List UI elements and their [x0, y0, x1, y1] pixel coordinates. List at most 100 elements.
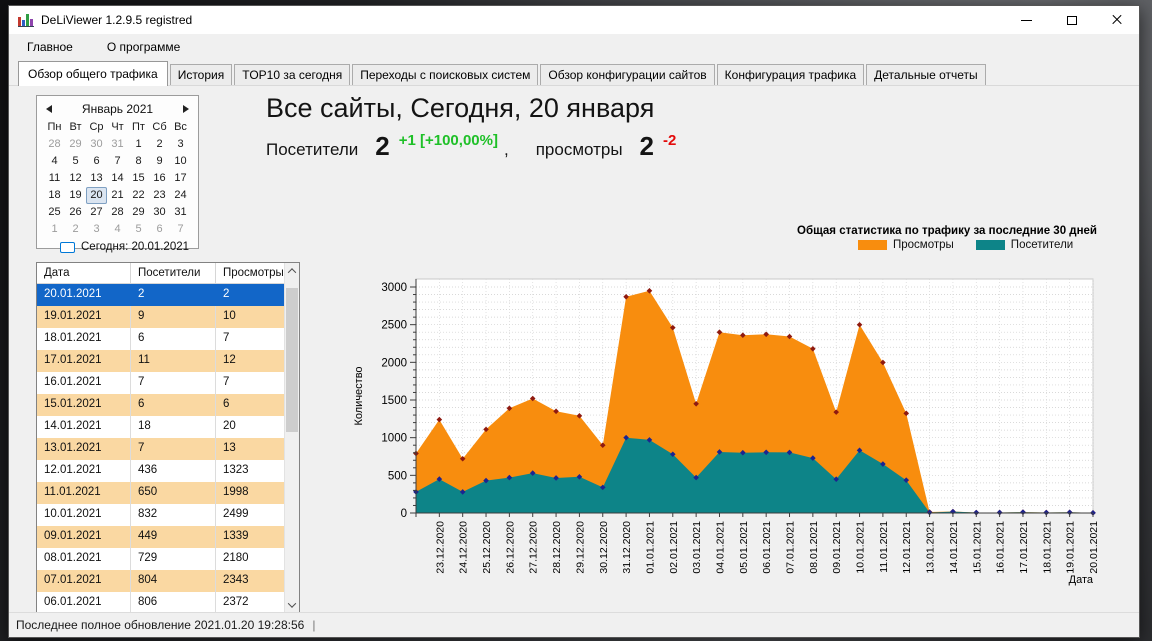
calendar-day[interactable]: 13 — [90, 172, 103, 184]
table-cell: 806 — [131, 592, 216, 613]
calendar-day[interactable]: 15 — [132, 172, 145, 184]
calendar-day-selected[interactable]: 20 — [86, 187, 107, 204]
x-tick-label: 06.01.2021 — [761, 521, 773, 574]
calendar-day[interactable]: 30 — [90, 138, 103, 150]
table-row[interactable]: 06.01.2021 806 2372 — [37, 592, 299, 613]
calendar-day[interactable]: 26 — [69, 206, 82, 218]
calendar-day[interactable]: 27 — [90, 206, 103, 218]
calendar-day[interactable]: 22 — [132, 189, 145, 201]
data-point-views — [483, 426, 489, 433]
calendar-day[interactable]: 24 — [174, 189, 187, 201]
calendar-day[interactable]: 5 — [135, 223, 142, 235]
calendar-day[interactable]: 31 — [174, 206, 187, 218]
prev-month-icon[interactable] — [46, 105, 52, 113]
table-row[interactable]: 16.01.2021 7 7 — [37, 372, 299, 394]
calendar-day[interactable]: 7 — [114, 155, 121, 167]
calendar-day[interactable]: 2 — [156, 138, 163, 150]
table-row[interactable]: 09.01.2021 449 1339 — [37, 526, 299, 548]
tab-traffic-config[interactable]: Конфигурация трафика — [716, 64, 865, 85]
calendar-day[interactable]: 7 — [177, 223, 184, 235]
table-row[interactable]: 14.01.2021 18 20 — [37, 416, 299, 438]
calendar-day[interactable]: 28 — [48, 138, 61, 150]
calendar-day[interactable]: 1 — [135, 138, 142, 150]
table-cell: 449 — [131, 526, 216, 548]
calendar-day[interactable]: 19 — [69, 189, 82, 201]
menu-item-about[interactable]: О программе — [106, 40, 181, 54]
table-row[interactable]: 19.01.2021 9 10 — [37, 306, 299, 328]
tab-traffic-overview[interactable]: Обзор общего трафика — [18, 61, 168, 86]
calendar-day[interactable]: 10 — [174, 155, 187, 167]
maximize-button[interactable] — [1049, 6, 1094, 34]
tab-history[interactable]: История — [169, 64, 233, 85]
calendar-day[interactable]: 3 — [177, 138, 184, 150]
calendar-day[interactable]: 2 — [72, 223, 79, 235]
x-tick-label: 27.12.2020 — [528, 521, 540, 574]
calendar-today-row[interactable]: Сегодня: 20.01.2021 — [37, 241, 198, 253]
table-cell: 16.01.2021 — [37, 372, 131, 394]
tab-search-referrals[interactable]: Переходы с поисковых систем — [352, 64, 539, 85]
scroll-down-button[interactable] — [285, 597, 299, 613]
table-row[interactable]: 07.01.2021 804 2343 — [37, 570, 299, 592]
calendar-day[interactable]: 14 — [111, 172, 124, 184]
calendar-day[interactable]: 12 — [69, 172, 82, 184]
menu-item-main[interactable]: Главное — [27, 40, 73, 54]
table-row[interactable]: 17.01.2021 11 12 — [37, 350, 299, 372]
next-month-icon[interactable] — [183, 105, 189, 113]
table-cell: 07.01.2021 — [37, 570, 131, 592]
table-row[interactable]: 18.01.2021 6 7 — [37, 328, 299, 350]
scrollbar-thumb[interactable] — [286, 288, 298, 432]
data-point-visitors — [926, 509, 933, 516]
calendar-day[interactable]: 6 — [156, 223, 163, 235]
calendar-day[interactable]: 9 — [156, 155, 163, 167]
column-header[interactable]: Дата — [37, 263, 131, 284]
calendar-day[interactable]: 17 — [174, 172, 187, 184]
calendar-day[interactable]: 1 — [51, 223, 58, 235]
y-tick-label: 1500 — [381, 395, 407, 407]
tab-detailed-reports[interactable]: Детальные отчеты — [866, 64, 986, 85]
table-row[interactable]: 11.01.2021 650 1998 — [37, 482, 299, 504]
calendar-day[interactable]: 6 — [93, 155, 100, 167]
minimize-icon — [1021, 19, 1032, 21]
table-row[interactable]: 10.01.2021 832 2499 — [37, 504, 299, 526]
table-scrollbar[interactable] — [284, 263, 299, 613]
calendar-day[interactable]: 29 — [132, 206, 145, 218]
table-row[interactable]: 15.01.2021 6 6 — [37, 394, 299, 416]
x-tick-label: 23.12.2020 — [434, 521, 446, 574]
calendar-day[interactable]: 25 — [48, 206, 61, 218]
minimize-button[interactable] — [1004, 6, 1049, 34]
calendar-day[interactable]: 31 — [111, 138, 124, 150]
table-row[interactable]: 20.01.2021 2 2 — [37, 284, 299, 306]
calendar-day[interactable]: 3 — [93, 223, 100, 235]
calendar-day[interactable]: 28 — [111, 206, 124, 218]
calendar-day[interactable]: 4 — [51, 155, 58, 167]
table-row[interactable]: 08.01.2021 729 2180 — [37, 548, 299, 570]
calendar-day[interactable]: 21 — [111, 189, 124, 201]
close-button[interactable] — [1094, 6, 1139, 34]
data-point-views — [763, 331, 769, 338]
calendar-day[interactable]: 18 — [48, 189, 61, 201]
calendar-day[interactable]: 11 — [48, 172, 61, 184]
calendar-day[interactable]: 29 — [69, 138, 82, 150]
calendar-day[interactable]: 4 — [114, 223, 121, 235]
title-bar: DeLiViewer 1.2.9.5 registred — [9, 6, 1139, 34]
table-cell: 2180 — [216, 548, 286, 570]
column-header[interactable]: Посетители — [131, 263, 216, 284]
calendar-day[interactable]: 23 — [153, 189, 166, 201]
calendar-day[interactable]: 16 — [153, 172, 166, 184]
table-row[interactable]: 12.01.2021 436 1323 — [37, 460, 299, 482]
calendar-day-header: Ср — [89, 121, 104, 133]
calendar-day[interactable]: 30 — [153, 206, 166, 218]
y-tick-label: 500 — [388, 470, 407, 482]
column-header[interactable]: Просмотры — [216, 263, 286, 284]
calendar-day[interactable]: 8 — [135, 155, 142, 167]
tab-top10-today[interactable]: TOP10 за сегодня — [234, 64, 351, 85]
table-row[interactable]: 13.01.2021 7 13 — [37, 438, 299, 460]
calendar-day[interactable]: 5 — [72, 155, 79, 167]
tab-sites-config[interactable]: Обзор конфигурации сайтов — [540, 64, 715, 85]
scroll-up-button[interactable] — [285, 263, 299, 279]
data-point-visitors — [506, 474, 513, 481]
status-bar: Последнее полное обновление 2021.01.20 1… — [9, 612, 1139, 637]
data-point-visitors — [693, 474, 699, 481]
today-checkbox[interactable] — [60, 241, 75, 253]
data-point-visitors — [599, 484, 606, 491]
